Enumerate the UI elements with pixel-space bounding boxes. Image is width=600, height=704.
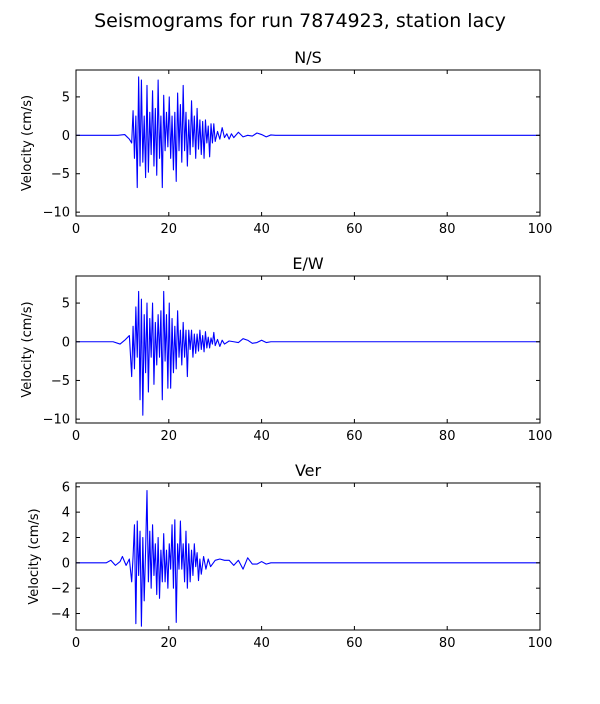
y-axis-label: Velocity (cm/s) bbox=[20, 95, 35, 191]
x-tick-label: 80 bbox=[439, 636, 456, 651]
x-tick-label: 100 bbox=[528, 222, 553, 237]
x-tick-label: 20 bbox=[161, 429, 178, 444]
x-tick-label: 100 bbox=[528, 636, 553, 651]
x-tick-label: 40 bbox=[253, 429, 270, 444]
x-tick-label: 80 bbox=[439, 222, 456, 237]
y-axis-label: Velocity (cm/s) bbox=[20, 301, 35, 397]
subplot-1: 0 20 40 60 80 100 −10 −5 0 5 N/S Velocity (cm/s) bbox=[20, 48, 552, 237]
x-tick-label: 0 bbox=[72, 222, 80, 237]
y-tick-label: −4 bbox=[51, 607, 70, 622]
x-tick-label: 0 bbox=[72, 429, 80, 444]
x-tick-label: 0 bbox=[72, 636, 80, 651]
y-tick-label: −2 bbox=[51, 582, 70, 597]
axes-frame bbox=[75, 69, 541, 217]
subplot-2: 0 20 40 60 80 100 −10 −5 0 5 E/W Velocity (cm/s) bbox=[20, 254, 552, 444]
subplot-title: N/S bbox=[294, 48, 322, 67]
series-line bbox=[76, 490, 540, 627]
series-line bbox=[76, 290, 540, 416]
axes-frame bbox=[75, 482, 541, 631]
subplot-title: Ver bbox=[295, 461, 322, 480]
y-tick-label: 0 bbox=[62, 556, 70, 571]
y-tick-label: −10 bbox=[43, 413, 70, 428]
x-tick-label: 60 bbox=[346, 222, 363, 237]
y-tick-label: 5 bbox=[62, 90, 70, 105]
y-tick-label: 6 bbox=[62, 480, 70, 495]
x-tick-label: 20 bbox=[161, 222, 178, 237]
y-axis-label: Velocity (cm/s) bbox=[27, 508, 42, 604]
x-tick-label: 100 bbox=[528, 429, 553, 444]
y-tick-label: 5 bbox=[62, 297, 70, 312]
y-tick-label: −10 bbox=[43, 206, 70, 221]
axes-frame bbox=[75, 275, 541, 424]
x-tick-label: 40 bbox=[253, 636, 270, 651]
figure-title: Seismograms for run 7874923, station lac… bbox=[94, 10, 506, 32]
y-tick-label: −5 bbox=[51, 374, 70, 389]
x-tick-label: 80 bbox=[439, 429, 456, 444]
subplot-3: 0 20 40 60 80 100 −4 −2 0 2 4 6 Ver Velocity (cm/s) bbox=[27, 461, 552, 651]
x-tick-label: 40 bbox=[253, 222, 270, 237]
y-tick-label: 2 bbox=[62, 531, 70, 546]
subplot-title: E/W bbox=[292, 254, 324, 273]
y-tick-label: 4 bbox=[62, 506, 70, 521]
x-tick-label: 60 bbox=[346, 636, 363, 651]
y-tick-label: 0 bbox=[62, 129, 70, 144]
series-line bbox=[76, 76, 540, 189]
y-tick-label: −5 bbox=[51, 167, 70, 182]
y-tick-label: 0 bbox=[62, 335, 70, 350]
x-tick-label: 60 bbox=[346, 429, 363, 444]
x-tick-label: 20 bbox=[161, 636, 178, 651]
